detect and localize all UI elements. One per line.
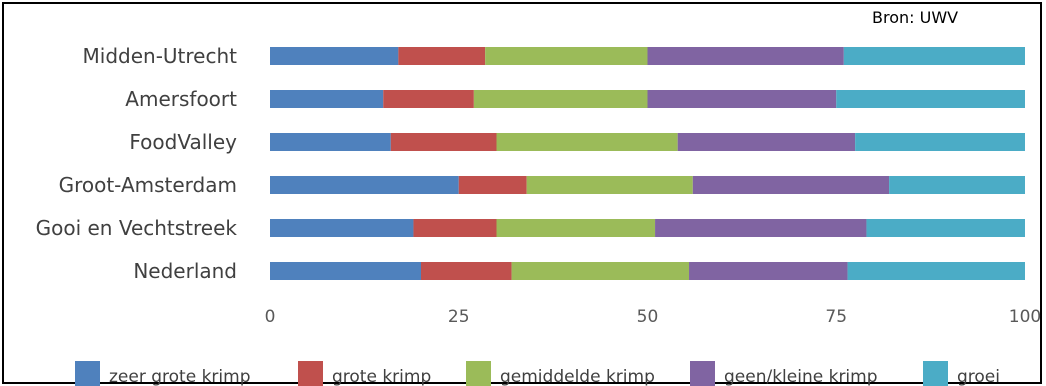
bar-segment: [836, 90, 1025, 108]
bar-segment: [496, 219, 656, 237]
category-label: Nederland: [133, 259, 237, 283]
bar-segment: [647, 47, 844, 65]
legend: zeer grote krimp grote krimp gemiddelde kr…: [75, 361, 1000, 386]
category-labels: Midden-Utrecht Amersfoort FoodValley Groot-…: [36, 44, 238, 283]
source-label: Bron: UWV: [872, 8, 958, 27]
category-label: FoodValley: [129, 130, 237, 154]
x-tick-label: 75: [825, 307, 847, 327]
bar-segment: [511, 262, 690, 280]
x-tick-label: 25: [448, 307, 470, 327]
category-label: Amersfoort: [125, 87, 237, 111]
bar-segment: [843, 47, 1025, 65]
legend-swatch: [298, 361, 323, 386]
bar-segment: [270, 176, 459, 194]
bar-segment: [855, 133, 1025, 151]
bar-segment: [270, 219, 414, 237]
bar-segment: [390, 133, 497, 151]
bar-segment: [398, 47, 486, 65]
legend-swatch: [923, 361, 948, 386]
x-tick-label: 0: [265, 307, 276, 327]
bar-segment: [866, 219, 1025, 237]
bar-segment: [473, 90, 648, 108]
bars-group: [270, 47, 1025, 280]
bar-segment: [270, 133, 391, 151]
bar-segment: [421, 262, 512, 280]
bar-segment: [647, 90, 837, 108]
bar-segment: [847, 262, 1025, 280]
bar-segment: [655, 219, 867, 237]
bar-segment: [458, 176, 527, 194]
legend-swatch: [466, 361, 491, 386]
bar-segment: [270, 262, 421, 280]
category-label: Groot-Amsterdam: [59, 173, 237, 197]
legend-label: geen/kleine krimp: [724, 367, 878, 386]
x-tick-label: 50: [637, 307, 659, 327]
bar-segment: [485, 47, 648, 65]
legend-label: zeer grote krimp: [109, 367, 250, 386]
bar-segment: [413, 219, 497, 237]
legend-label: groei: [957, 367, 1000, 386]
bar-segment: [889, 176, 1025, 194]
legend-label: grote krimp: [332, 367, 431, 386]
category-label: Gooi en Vechtstreek: [36, 216, 238, 240]
legend-swatch: [75, 361, 100, 386]
bar-segment: [270, 90, 384, 108]
legend-swatch: [690, 361, 715, 386]
bar-segment: [383, 90, 474, 108]
bar-segment: [496, 133, 678, 151]
bar-segment: [692, 176, 890, 194]
x-tick-label: 100: [1009, 307, 1041, 327]
legend-label: gemiddelde krimp: [500, 367, 655, 386]
x-axis-ticks: 0 25 50 75 100: [265, 307, 1042, 327]
bar-segment: [689, 262, 848, 280]
bar-segment: [677, 133, 856, 151]
bar-segment: [270, 47, 399, 65]
category-label: Midden-Utrecht: [83, 44, 238, 68]
bar-segment: [526, 176, 693, 194]
